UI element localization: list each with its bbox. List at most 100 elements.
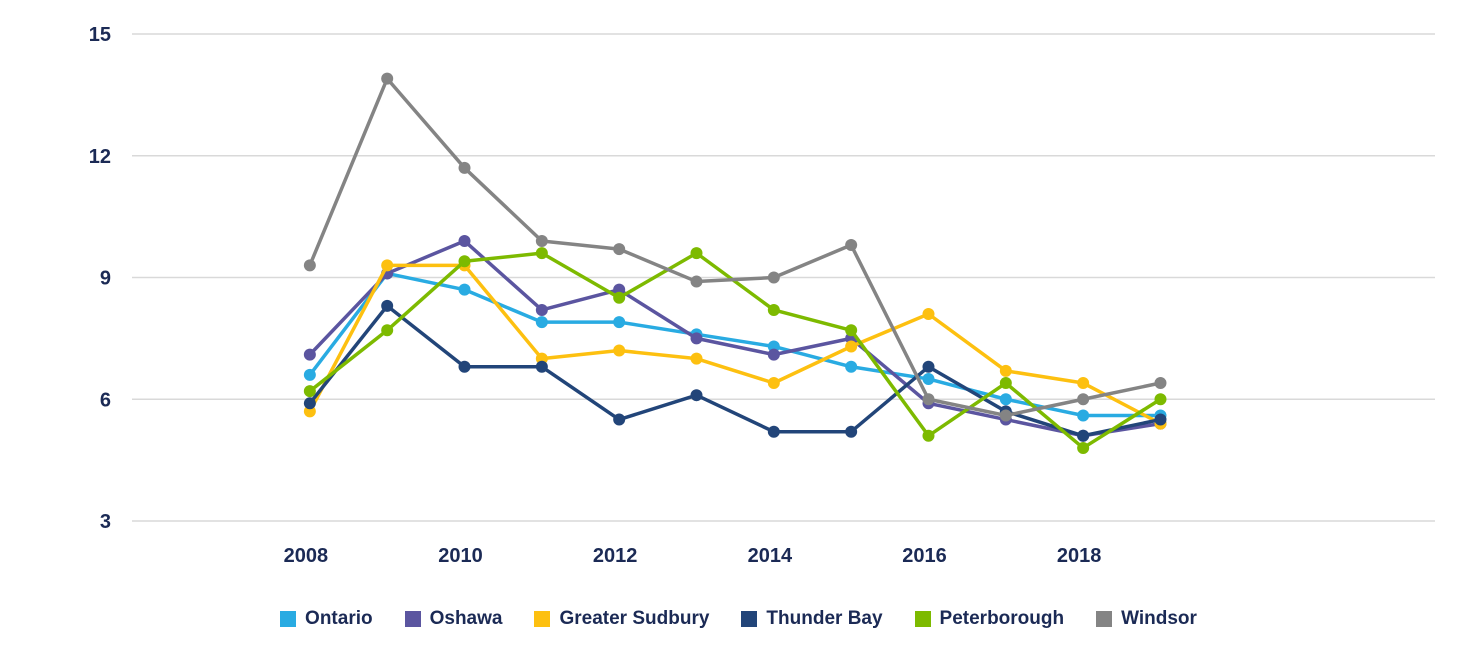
- series-windsor: [303, 72, 1167, 422]
- legend-swatch: [1096, 611, 1113, 627]
- legend-swatch: [914, 611, 931, 627]
- legend-swatch: [741, 611, 758, 627]
- x-tick-label: 2014: [748, 545, 793, 567]
- x-tick-label: 2012: [593, 545, 638, 567]
- legend-label: Windsor: [1121, 608, 1197, 629]
- data-point: [1077, 429, 1090, 442]
- data-point: [999, 377, 1012, 390]
- data-point: [999, 364, 1012, 377]
- data-point: [767, 348, 780, 361]
- data-point: [690, 275, 703, 288]
- data-point: [458, 360, 471, 373]
- data-point: [845, 239, 858, 252]
- data-point: [767, 271, 780, 284]
- data-point: [303, 385, 316, 398]
- series-line: [308, 271, 1161, 418]
- x-tick-label: 2018: [1057, 545, 1102, 567]
- data-point: [381, 324, 394, 337]
- legend-item: Oshawa: [404, 608, 503, 630]
- legend-item: Windsor: [1096, 608, 1197, 630]
- data-point: [381, 299, 394, 312]
- y-tick-label: 9: [100, 268, 111, 290]
- legend-item: Greater Sudbury: [534, 608, 709, 630]
- series-line: [308, 251, 1162, 450]
- data-point: [1077, 377, 1090, 390]
- legend-label: Oshawa: [429, 608, 503, 629]
- data-point: [381, 259, 394, 272]
- data-point: [458, 255, 471, 268]
- data-point: [922, 360, 935, 373]
- data-point: [767, 303, 780, 316]
- data-point: [1154, 413, 1167, 426]
- data-point: [535, 360, 548, 373]
- y-tick-label: 12: [89, 146, 111, 168]
- data-point: [922, 393, 935, 406]
- data-point: [999, 409, 1012, 422]
- data-point: [845, 425, 858, 438]
- data-point: [535, 303, 548, 316]
- legend: Ontario Oshawa Greater Sudbury Thunder Bay P…: [0, 608, 1477, 630]
- x-tick-label: 2008: [284, 545, 329, 567]
- data-point: [613, 316, 626, 329]
- data-point: [613, 291, 626, 304]
- data-point: [381, 72, 394, 85]
- data-point: [922, 429, 935, 442]
- legend-label: Peterborough: [939, 608, 1065, 629]
- data-point: [690, 352, 703, 365]
- legend-swatch: [280, 611, 297, 627]
- legend-label: Thunder Bay: [766, 608, 883, 629]
- data-point: [845, 324, 858, 337]
- legend-swatch: [404, 611, 421, 627]
- legend-item: Thunder Bay: [741, 608, 883, 630]
- legend-swatch: [534, 611, 551, 627]
- data-point: [458, 234, 471, 247]
- series-line: [308, 263, 1162, 426]
- legend-item: Peterborough: [914, 608, 1065, 630]
- data-point: [1077, 441, 1090, 454]
- data-point: [303, 368, 316, 381]
- data-point: [1077, 393, 1090, 406]
- x-tick-label: 2010: [438, 545, 483, 567]
- data-point: [690, 332, 703, 345]
- data-point: [767, 377, 780, 390]
- series-peterborough: [303, 247, 1167, 454]
- data-point: [303, 348, 316, 361]
- y-tick-label: 6: [100, 389, 111, 411]
- series-line: [308, 239, 1161, 438]
- data-point: [613, 243, 626, 256]
- data-point: [458, 283, 471, 296]
- data-point: [303, 259, 316, 272]
- data-point: [767, 425, 780, 438]
- data-point: [690, 247, 703, 260]
- data-point: [999, 393, 1012, 406]
- gridlines: [132, 33, 1435, 522]
- y-axis: 3 6 9 12 15: [89, 24, 111, 533]
- data-point: [458, 161, 471, 174]
- data-point: [1154, 377, 1167, 390]
- x-tick-label: 2016: [902, 545, 947, 567]
- data-point: [535, 247, 548, 260]
- x-axis: 2008 2010 2012 2014 2016 2018: [284, 545, 1102, 567]
- y-tick-label: 3: [100, 511, 111, 533]
- data-point: [1077, 409, 1090, 422]
- data-point: [922, 308, 935, 321]
- data-point: [690, 389, 703, 402]
- legend-item: Ontario: [280, 608, 373, 630]
- data-point: [1154, 393, 1167, 406]
- series-line: [308, 304, 1161, 438]
- series-line: [308, 76, 1161, 418]
- series-greater-sudbury: [303, 259, 1167, 430]
- legend-label: Greater Sudbury: [559, 608, 710, 629]
- series-group: [303, 72, 1167, 454]
- data-point: [303, 397, 316, 410]
- data-point: [613, 344, 626, 357]
- legend-label: Ontario: [305, 608, 373, 629]
- data-point: [922, 372, 935, 385]
- line-chart: 3 6 9 12 15 2008 2010 2012 2014 2016 2018: [89, 24, 1435, 567]
- data-point: [613, 413, 626, 426]
- data-point: [535, 234, 548, 247]
- data-point: [845, 340, 858, 353]
- data-point: [535, 316, 548, 329]
- data-point: [845, 360, 858, 373]
- y-tick-label: 15: [89, 24, 111, 46]
